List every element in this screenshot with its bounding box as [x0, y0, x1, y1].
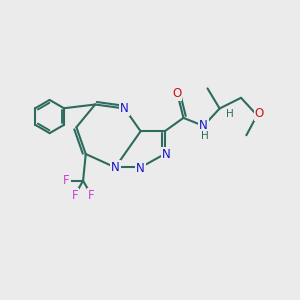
Text: N: N — [199, 119, 208, 132]
Text: N: N — [111, 161, 120, 174]
Text: H: H — [201, 131, 209, 141]
Text: H: H — [226, 110, 234, 119]
Text: F: F — [63, 174, 70, 187]
Text: N: N — [120, 102, 129, 115]
Text: O: O — [255, 106, 264, 120]
Text: N: N — [136, 162, 145, 175]
Text: F: F — [88, 189, 95, 202]
Text: O: O — [172, 87, 182, 100]
Text: F: F — [71, 189, 78, 202]
Text: N: N — [162, 148, 170, 160]
